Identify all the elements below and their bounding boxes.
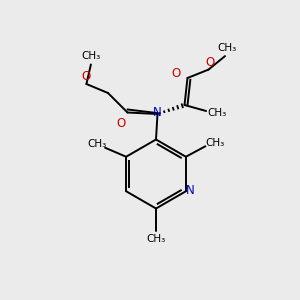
Text: CH₃: CH₃ <box>82 51 101 61</box>
Text: N: N <box>153 106 162 119</box>
Text: O: O <box>81 70 90 83</box>
Text: O: O <box>116 117 125 130</box>
Text: CH₃: CH₃ <box>207 108 226 118</box>
Text: CH₃: CH₃ <box>146 233 166 244</box>
Text: CH₃: CH₃ <box>87 139 106 149</box>
Text: O: O <box>172 67 181 80</box>
Text: O: O <box>205 56 214 69</box>
Text: N: N <box>186 184 194 197</box>
Text: CH₃: CH₃ <box>206 138 225 148</box>
Text: CH₃: CH₃ <box>217 43 236 53</box>
